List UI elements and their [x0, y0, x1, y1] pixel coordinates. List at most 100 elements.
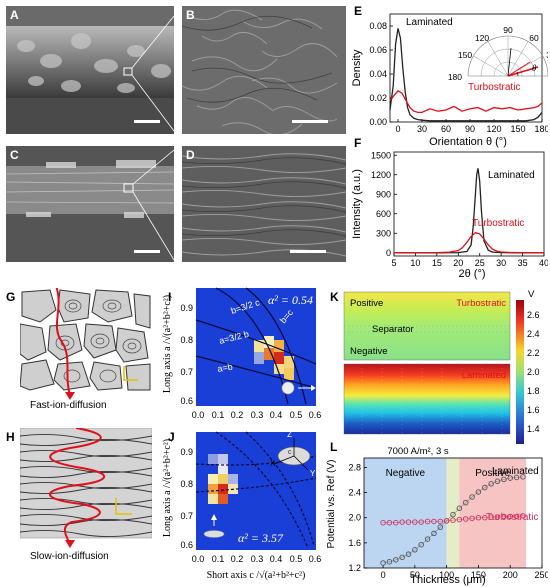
- svg-text:0.5: 0.5: [290, 410, 303, 420]
- svg-text:0.2: 0.2: [231, 410, 244, 420]
- plot-frame: [389, 13, 543, 123]
- svg-text:0.2: 0.2: [231, 554, 244, 564]
- data-point: [393, 557, 399, 563]
- panel-label-e: E: [354, 4, 363, 18]
- panel-label-b: B: [186, 8, 195, 22]
- chart-f-ylabel: Intensity (a.u.): [351, 169, 363, 239]
- data-point: [418, 541, 424, 548]
- chart-l: Negative Positive 0 50 100 150 200 250 1.2 1.6 2.0…: [326, 446, 548, 586]
- schematic-h: [20, 428, 152, 548]
- fast-ion-diffusion-label: Fast-ion-diffusion: [30, 400, 107, 411]
- x-tick-label: 35: [518, 258, 528, 268]
- x-tick-label: 10: [410, 258, 420, 268]
- svg-text:Y: Y: [310, 469, 316, 478]
- heatmap-j-xlabel: Short axis c /√(a²+b²+c²): [207, 570, 306, 581]
- plot-frame: [393, 151, 545, 257]
- heatmap-i-ylabel: Long axis a /√(a²+b²+c²): [162, 295, 173, 393]
- legend-laminated: Laminated: [406, 17, 453, 28]
- data-point: [520, 474, 526, 480]
- svg-text:30: 30: [546, 50, 548, 60]
- data-point: [462, 499, 469, 506]
- legend-laminated: Laminated: [488, 170, 535, 181]
- data-point: [469, 494, 475, 500]
- y-tick-label: 900: [376, 189, 391, 199]
- axis-indicator: [115, 498, 132, 515]
- svg-text:0.8: 0.8: [180, 335, 193, 345]
- data-point: [437, 518, 444, 525]
- data-point: [386, 519, 393, 526]
- ellipsoid-axes-icon: Z X Y c: [270, 430, 316, 478]
- y-tick-label: 1.2: [348, 563, 361, 573]
- data-point: [494, 478, 501, 485]
- x-tick-label: 30: [496, 258, 506, 268]
- legend-laminated: Laminated: [492, 466, 539, 477]
- svg-text:0.7: 0.7: [180, 511, 193, 521]
- data-point: [393, 519, 399, 526]
- disk-icon: [203, 530, 225, 538]
- data-point: [399, 554, 405, 561]
- y-tick-label: 0.06: [369, 45, 387, 55]
- data-point: [520, 513, 526, 519]
- panel-label-l: L: [330, 440, 338, 454]
- svg-text:0.6: 0.6: [180, 396, 193, 406]
- data-point: [456, 516, 463, 523]
- y-tick-label: 0.02: [369, 93, 387, 103]
- fast-diffusion-path: [55, 288, 71, 397]
- data-point: [501, 513, 507, 520]
- data-point: [399, 519, 405, 525]
- x-tick-label: 90: [465, 124, 475, 134]
- x-tick-label: 60: [441, 124, 451, 134]
- data-point: [475, 514, 482, 521]
- x-tick-label: 20: [453, 258, 463, 268]
- svg-text:2.4: 2.4: [527, 329, 540, 339]
- panel-label-f: F: [354, 136, 362, 150]
- chart-l-ylabel: Potential vs. Ref (V): [326, 460, 337, 549]
- region-0: [364, 458, 447, 568]
- heatmap-i-cells: [254, 336, 294, 380]
- legend-turbostratic: Turbostratic: [486, 512, 538, 523]
- data-point: [513, 474, 520, 481]
- svg-text:180: 180: [448, 72, 462, 82]
- data-point: [462, 516, 469, 522]
- data-point: [507, 513, 513, 520]
- colorbar: [516, 300, 524, 444]
- heatmap-j: Long axis a /√(a²+b²+c²) α² = 3.57 Z X Y…: [162, 430, 321, 581]
- data-point: [482, 484, 488, 491]
- slow-diffusion-path: [48, 428, 105, 545]
- svg-text:0.3: 0.3: [251, 410, 264, 420]
- svg-text:0.8: 0.8: [180, 479, 193, 489]
- curve-label: a=b: [217, 361, 234, 374]
- svg-text:0.5: 0.5: [290, 554, 303, 564]
- polar-red-ray: [507, 66, 539, 77]
- sem-b-texture: [182, 6, 346, 134]
- laminated-field: [343, 363, 511, 435]
- scale-bar: [134, 120, 160, 123]
- y-tick-label: 0.04: [369, 69, 387, 79]
- turbostratic-field: [343, 291, 511, 361]
- series-line-1: [389, 89, 543, 114]
- svg-text:1.6: 1.6: [527, 405, 540, 415]
- x-tick-label: 0: [395, 124, 400, 134]
- svg-text:0.3: 0.3: [251, 554, 264, 564]
- panel-label-g: G: [6, 290, 16, 304]
- chart-e-ylabel: Density: [351, 49, 363, 86]
- svg-text:0.6: 0.6: [180, 540, 193, 550]
- svg-text:2.2: 2.2: [527, 348, 540, 358]
- sem-d-texture: [182, 146, 346, 262]
- sem-image-a: [6, 6, 174, 134]
- data-point: [386, 558, 393, 565]
- svg-text:60: 60: [529, 33, 539, 43]
- data-point: [482, 514, 488, 521]
- polar-inset: 90 120 60 150 30 180 0 θ: [448, 25, 548, 82]
- data-point: [431, 518, 437, 525]
- y-tick-label: 2.8: [348, 462, 361, 472]
- x-tick-label: 50: [410, 570, 420, 580]
- scale-bar: [134, 250, 160, 253]
- series-line-0: [389, 28, 543, 122]
- panel-label-h: H: [6, 430, 15, 444]
- x-tick-label: 5: [391, 258, 396, 268]
- y-tick-label: 300: [376, 228, 391, 238]
- x-tick-label: 100: [439, 570, 454, 580]
- slow-ion-diffusion-label: Slow-ion-diffusion: [30, 551, 109, 562]
- svg-text:Negative: Negative: [350, 346, 388, 357]
